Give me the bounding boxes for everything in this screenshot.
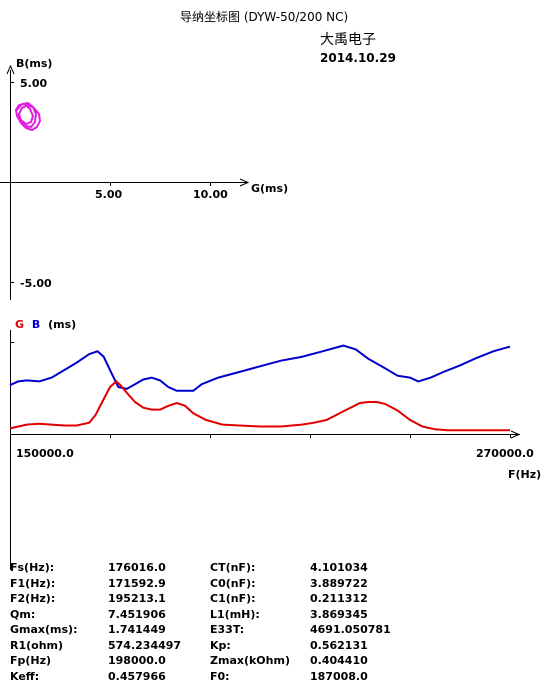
admittance-x-label: G(ms) — [251, 182, 288, 195]
page-title: 导纳坐标图 (DYW-50/200 NC) — [180, 10, 349, 24]
param-key: Qm: — [10, 607, 36, 621]
date-label: 2014.10.29 — [320, 51, 396, 65]
param-key: E33T: — [210, 623, 245, 636]
param-value: 574.234497 — [108, 638, 182, 652]
param-value: 198000.0 — [108, 654, 166, 667]
frequency-x-arrow — [510, 430, 521, 439]
series-g-line — [9, 380, 510, 432]
param-value: 3.869345 — [310, 607, 368, 621]
admittance-y-arrow — [6, 64, 15, 75]
param-value: 0.457966 — [108, 669, 166, 683]
param-key: Fp(Hz) — [10, 654, 52, 667]
freq-min-label: 150000.0 — [16, 447, 74, 460]
legend-b-label: B — [32, 318, 40, 331]
param-value: 0.211312 — [310, 592, 368, 605]
freq-max-label: 270000.0 — [476, 447, 534, 460]
param-key: C1(nF): — [210, 592, 256, 605]
admittance-x-arrow — [239, 178, 250, 187]
y-tick-label-5: 5.00 — [20, 77, 47, 90]
frequency-y-label: G B (ms) — [15, 318, 76, 331]
legend-g-label: G — [15, 318, 24, 331]
param-value: 4.101034 — [310, 561, 368, 574]
param-key: Kp: — [210, 638, 231, 652]
y-tick-label-neg5: -5.00 — [20, 277, 52, 290]
param-key: Zmax(kOhm) — [210, 654, 290, 667]
brand-label: 大禹电子 — [320, 32, 376, 48]
x-tick-label-5: 5.00 — [95, 188, 122, 201]
param-value: 0.562131 — [310, 638, 368, 652]
param-key: F1(Hz): — [10, 576, 56, 590]
admittance-y-label: B(ms) — [16, 57, 52, 70]
param-value: 3.889722 — [310, 576, 368, 590]
admittance-axes — [0, 64, 250, 300]
param-key: CT(nF): — [210, 561, 256, 574]
param-value: 4691.050781 — [310, 623, 391, 636]
param-value: 187008.0 — [310, 669, 368, 683]
param-key: Keff: — [10, 669, 40, 683]
param-value: 195213.1 — [108, 592, 166, 605]
param-value: 176016.0 — [108, 561, 166, 574]
param-value: 0.404410 — [310, 654, 368, 667]
frequency-axes — [10, 330, 521, 570]
param-key: Fs(Hz): — [10, 561, 55, 574]
param-value: 7.451906 — [108, 607, 166, 621]
param-key: C0(nF): — [210, 576, 256, 590]
param-value: 1.741449 — [108, 623, 166, 636]
param-key: F2(Hz): — [10, 592, 56, 605]
series-b-line — [9, 344, 511, 392]
admittance-curve — [14, 101, 42, 132]
param-key: L1(mH): — [210, 607, 260, 621]
param-key: R1(ohm) — [10, 638, 64, 652]
x-tick-label-10: 10.00 — [193, 188, 228, 201]
legend-unit-label: (ms) — [48, 318, 76, 331]
param-value: 171592.9 — [108, 576, 166, 590]
param-key: F0: — [210, 669, 230, 683]
frequency-x-label: F(Hz) — [508, 468, 541, 481]
param-key: Gmax(ms): — [10, 623, 78, 636]
